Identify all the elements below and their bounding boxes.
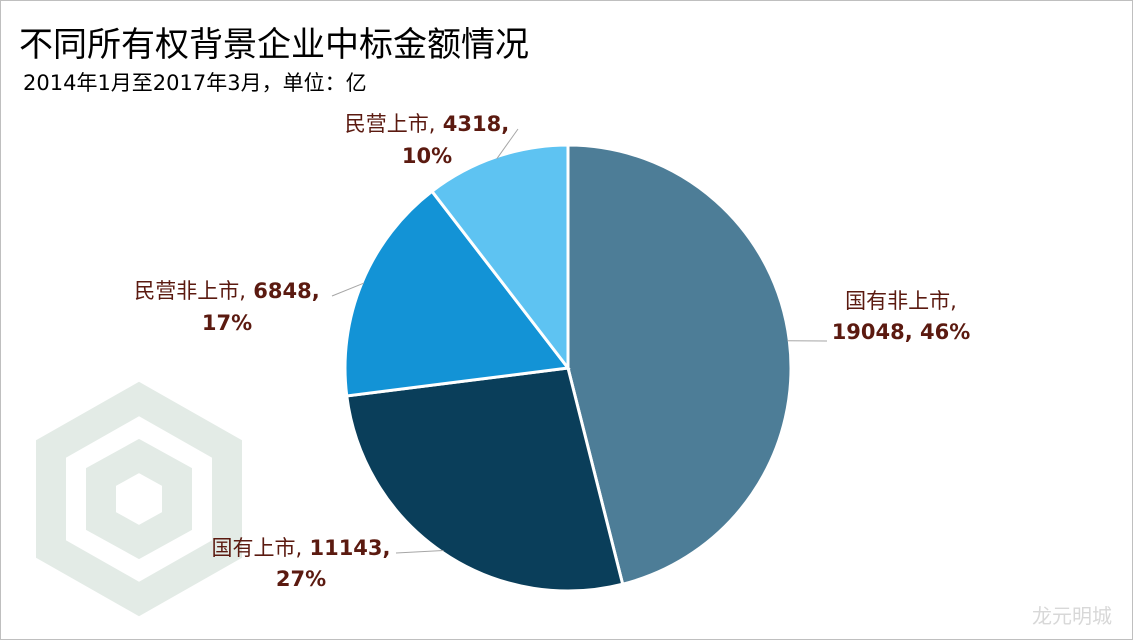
- watermark-logo-icon: [36, 381, 242, 617]
- data-label-1: 国有上市, 11143,: [211, 536, 390, 560]
- data-label-2: 民营非上市, 6848,: [134, 279, 319, 303]
- data-label-0: 国有非上市,: [845, 289, 957, 313]
- pie-slice-2: [343, 189, 571, 398]
- leader-line-3: [496, 128, 519, 160]
- leader-lines: [331, 128, 828, 554]
- leader-line-2: [331, 282, 365, 297]
- leader-line-1: [395, 550, 444, 554]
- pie-slice-3: [429, 143, 570, 373]
- data-label-2: 17%: [202, 311, 252, 335]
- chart-title: 不同所有权背景企业中标金额情况: [19, 25, 529, 65]
- data-label-3: 10%: [402, 144, 452, 168]
- watermark-text: 龙元明城: [1032, 604, 1112, 628]
- data-label-1: 27%: [276, 567, 326, 591]
- chart-subtitle: 2014年1月至2017年3月，单位：亿: [23, 71, 367, 95]
- data-labels: 国有非上市, 19048, 46% 国有上市, 11143, 27% 民营非上市, 68…: [134, 112, 970, 591]
- data-label-0: 19048, 46%: [832, 320, 971, 344]
- pie-slices: [343, 143, 793, 593]
- pie-slice-1: [345, 366, 625, 593]
- data-label-3: 民营上市, 4318,: [345, 112, 509, 136]
